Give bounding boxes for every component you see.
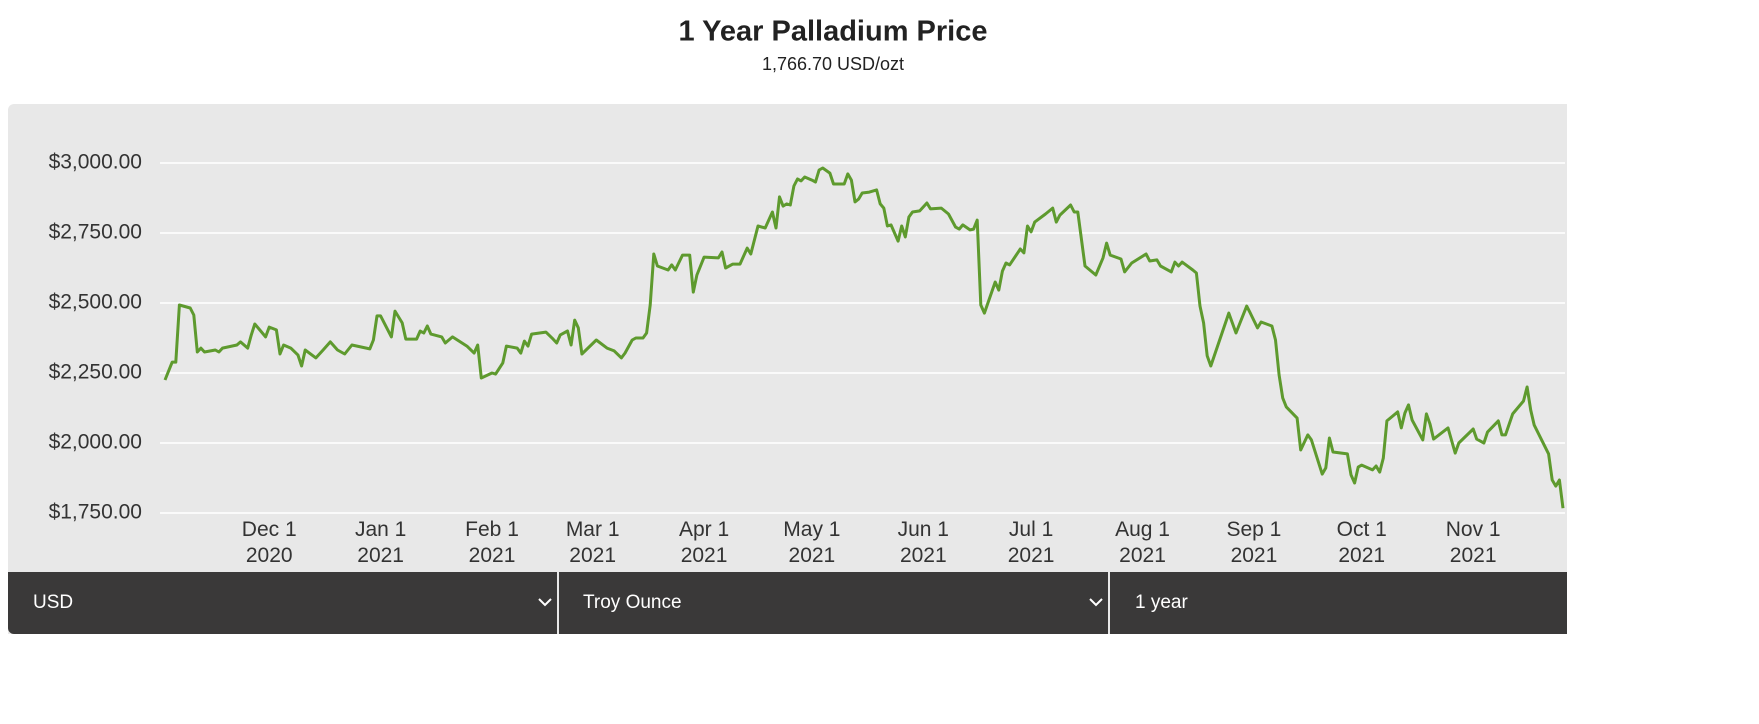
dropdown-label: Troy Ounce [583,592,682,613]
chart-title: 1 Year Palladium Price [679,16,988,48]
y-tick-label: $3,000.00 [49,151,142,174]
x-tick-label: Jan 1 2021 [355,518,406,567]
unit-dropdown[interactable] [559,572,1108,634]
x-tick-label: Dec 1 2020 [242,518,297,567]
x-tick-label: Feb 1 2021 [465,518,519,567]
currency-dropdown[interactable] [8,572,557,634]
y-tick-label: $2,750.00 [49,221,142,244]
y-tick-label: $2,500.00 [49,291,142,314]
x-tick-label: Apr 1 2021 [679,518,729,567]
x-tick-label: Jul 1 2021 [1008,518,1055,567]
y-tick-label: $2,000.00 [49,431,142,454]
dropdown-label: 1 year [1135,592,1188,613]
price-line [163,166,1565,509]
dropdown-label: USD [33,592,73,613]
x-tick-label: Sep 1 2021 [1226,518,1281,567]
chart-subtitle: 1,766.70 USD/ozt [762,54,904,74]
x-tick-label: Nov 1 2021 [1446,518,1501,567]
y-tick-label: $2,250.00 [49,361,142,384]
controls-bar: USD Troy Ounce 1 year [8,572,1567,634]
chevron [1089,598,1103,607]
plot-background [8,104,1567,634]
x-tick-label: May 1 2021 [783,518,840,567]
y-tick-label: $1,750.00 [49,501,142,524]
x-tick-label: Aug 1 2021 [1115,518,1170,567]
x-tick-label: Jun 1 2021 [898,518,949,567]
range-dropdown[interactable] [1110,572,1567,634]
x-tick-label: Mar 1 2021 [566,518,620,567]
chevron [538,598,552,607]
x-tick-label: Oct 1 2021 [1337,518,1387,567]
